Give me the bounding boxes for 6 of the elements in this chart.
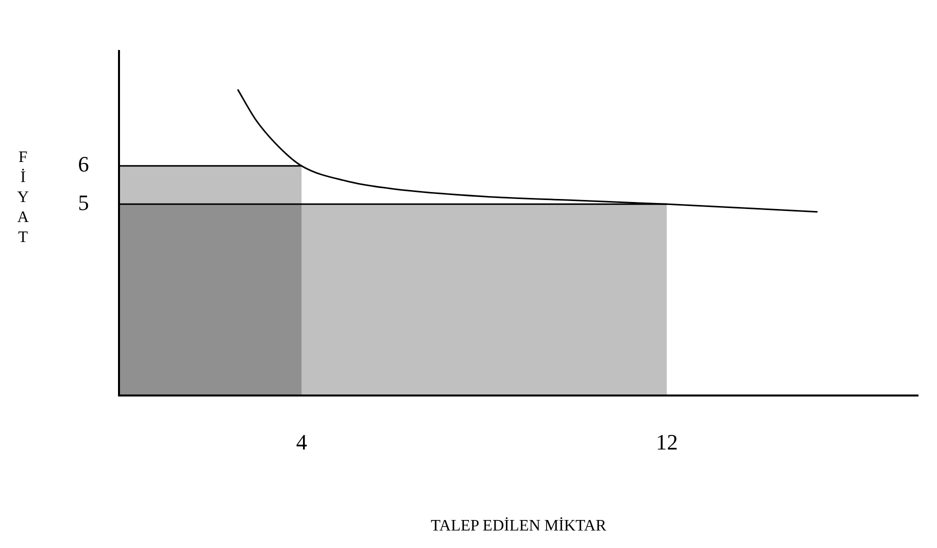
y-axis-title: FİYAT: [16, 148, 30, 248]
y-tick-label: 6: [78, 152, 89, 177]
x-tick-label: 12: [656, 429, 678, 454]
x-axis-title: TALEP EDİLEN MİKTAR: [430, 516, 607, 535]
x-tick-label: 4: [296, 429, 308, 454]
y-tick-label: 5: [78, 190, 89, 215]
